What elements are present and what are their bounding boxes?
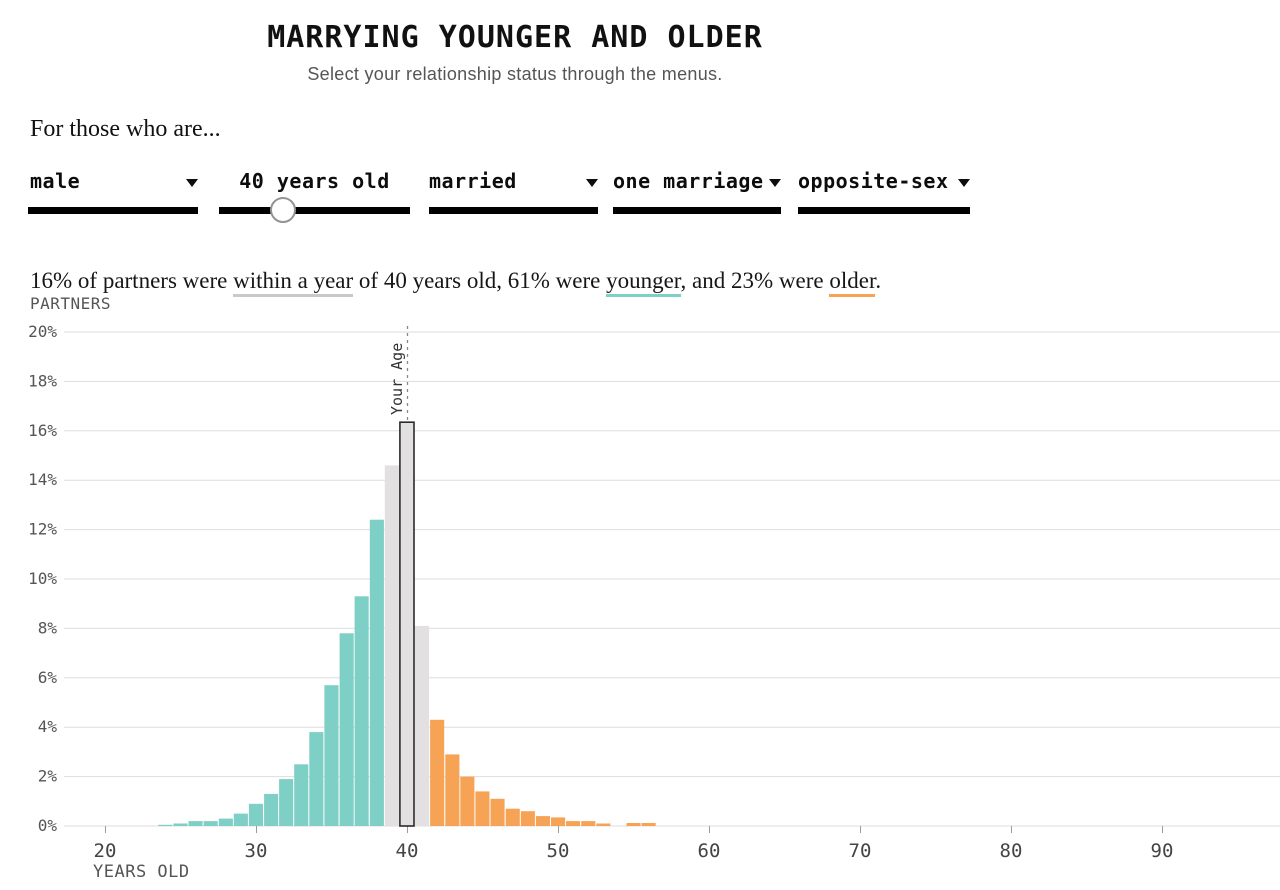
bar-age-49[interactable]	[535, 816, 550, 826]
bar-age-56[interactable]	[641, 823, 656, 826]
status-dropdown[interactable]: married	[429, 169, 598, 193]
bar-age-25[interactable]	[173, 823, 188, 827]
bar-age-39[interactable]	[384, 465, 399, 826]
x-tick-label: 50	[547, 840, 570, 862]
marriages-dropdown-value: one marriage	[613, 169, 764, 193]
bar-age-26[interactable]	[188, 821, 203, 826]
chevron-down-icon	[769, 178, 781, 187]
summary-sentence: 16% of partners were within a year of 40…	[30, 266, 1150, 297]
bar-age-46[interactable]	[490, 798, 505, 826]
bar-age-43[interactable]	[445, 754, 460, 826]
orientation-dropdown-underline	[798, 207, 970, 214]
x-tick-label: 70	[849, 840, 872, 862]
x-tick-label: 80	[1000, 840, 1023, 862]
y-tick-label: 16%	[28, 421, 57, 440]
bar-age-28[interactable]	[218, 818, 233, 826]
y-tick-label: 6%	[38, 668, 58, 687]
y-tick-label: 18%	[28, 371, 57, 390]
summary-text: of 40 years old, 61% were	[353, 268, 607, 293]
x-tick-label: 30	[245, 840, 268, 862]
gender-dropdown-value: male	[30, 169, 81, 193]
bar-age-45[interactable]	[475, 791, 490, 826]
gender-dropdown[interactable]: male	[30, 169, 198, 193]
x-tick-label: 20	[94, 840, 117, 862]
bar-age-30[interactable]	[248, 803, 263, 826]
summary-term-older: older	[829, 268, 876, 297]
age-slider-handle[interactable]	[270, 197, 296, 223]
bar-age-33[interactable]	[294, 764, 309, 827]
bar-age-29[interactable]	[233, 813, 248, 826]
x-tick-label: 40	[396, 840, 419, 862]
bar-age-44[interactable]	[460, 776, 475, 826]
summary-term-within: within a year	[233, 268, 354, 297]
y-tick-label: 14%	[28, 470, 57, 489]
orientation-dropdown-value: opposite-sex	[798, 169, 949, 193]
bar-age-48[interactable]	[520, 811, 535, 826]
y-tick-label: 12%	[28, 520, 57, 539]
bar-age-40[interactable]	[399, 421, 415, 827]
marriages-dropdown[interactable]: one marriage	[613, 169, 781, 193]
bar-age-37[interactable]	[354, 596, 369, 826]
status-dropdown-value: married	[429, 169, 517, 193]
bar-age-42[interactable]	[430, 719, 445, 826]
bar-age-34[interactable]	[309, 732, 324, 826]
intro-text: For those who are...	[30, 116, 221, 142]
bar-age-35[interactable]	[324, 685, 339, 826]
partners-age-histogram: 0% 2% 4% 6% 8% 10% 12% 14% 16% 18% 20% 20 30 40 50 60 70…	[28, 322, 1280, 862]
y-tick-label: 20%	[28, 322, 57, 341]
x-tick-label: 60	[698, 840, 721, 862]
y-tick-label: 4%	[38, 717, 58, 736]
bar-age-51[interactable]	[566, 821, 581, 826]
marriages-dropdown-underline	[613, 207, 781, 214]
your-age-label: Your Age	[388, 343, 406, 415]
bar-age-41[interactable]	[415, 625, 430, 826]
bar-age-31[interactable]	[264, 793, 279, 826]
y-tick-label: 2%	[38, 767, 58, 786]
bar-age-52[interactable]	[581, 821, 596, 826]
orientation-dropdown[interactable]: opposite-sex	[798, 169, 970, 193]
y-axis-title: PARTNERS	[30, 294, 112, 313]
chevron-down-icon	[186, 178, 198, 187]
page-subtitle: Select your relationship status through …	[307, 64, 723, 84]
age-slider[interactable]	[219, 207, 410, 214]
y-tick-label: 0%	[38, 816, 58, 835]
bar-age-32[interactable]	[279, 779, 294, 826]
summary-text: 16% of partners were	[30, 268, 234, 293]
bar-age-36[interactable]	[339, 633, 354, 826]
bar-age-38[interactable]	[369, 519, 384, 826]
x-axis-title: YEARS OLD	[93, 862, 190, 882]
bar-age-27[interactable]	[203, 821, 218, 826]
age-slider-value: 40 years old	[239, 169, 390, 193]
gender-dropdown-underline	[28, 207, 198, 214]
summary-term-younger: younger	[606, 268, 681, 297]
x-tick-label: 90	[1151, 840, 1174, 862]
summary-text: .	[875, 268, 882, 293]
bar-age-53[interactable]	[596, 823, 611, 827]
bar-age-47[interactable]	[505, 808, 520, 826]
page-title: MARRYING YOUNGER AND OLDER	[267, 20, 763, 55]
bar-age-24[interactable]	[158, 824, 173, 826]
summary-text: , and 23% were	[680, 268, 830, 293]
status-dropdown-underline	[429, 207, 598, 214]
chevron-down-icon	[958, 178, 970, 187]
y-tick-label: 10%	[28, 569, 57, 588]
bar-age-50[interactable]	[551, 817, 566, 826]
y-tick-label: 8%	[38, 618, 58, 637]
bar-age-55[interactable]	[626, 823, 641, 826]
chevron-down-icon	[586, 178, 598, 187]
